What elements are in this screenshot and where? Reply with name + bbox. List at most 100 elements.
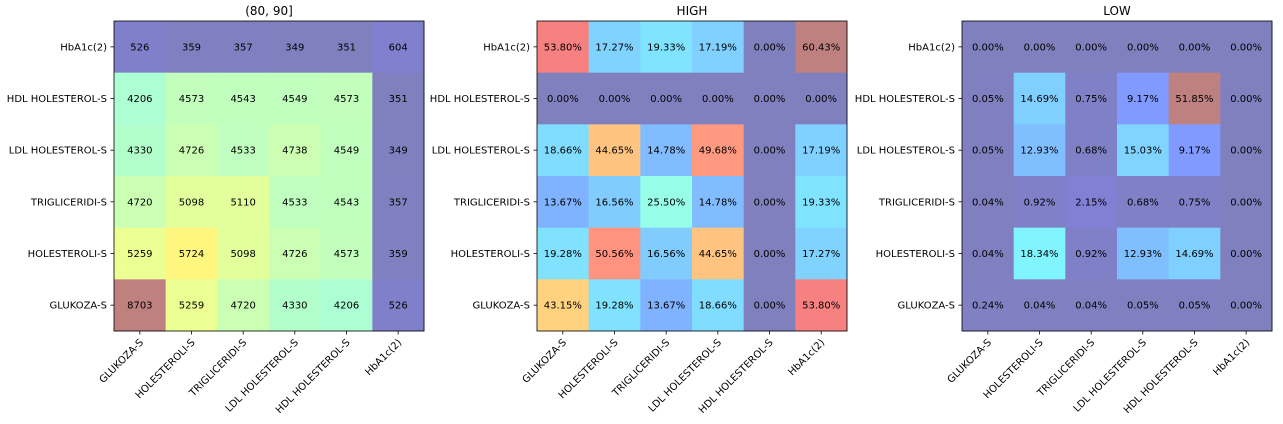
- heatmap-cell: [1065, 227, 1118, 280]
- heatmap-cell: [1168, 227, 1221, 280]
- y-tick-label: HDL HOLESTEROL-S: [855, 94, 955, 105]
- heatmap-panel-80-90: (80, 90] 526 359 357 349 351 604 4206 4573 4543 45…: [7, 4, 425, 416]
- heatmap-cell: [165, 279, 218, 332]
- cell-value-label: 0.05%: [1127, 301, 1159, 312]
- heatmap-cell: [537, 21, 590, 74]
- heatmap-cell: [588, 176, 641, 229]
- cell-value-label: 2.15%: [1075, 197, 1107, 208]
- cell-value-label: 0.00%: [754, 301, 786, 312]
- cell-value-label: 5098: [179, 197, 204, 208]
- cell-value-label: 5259: [127, 249, 152, 260]
- heatmap-cell: [1065, 21, 1118, 74]
- heatmap-cell: [1220, 176, 1273, 229]
- cell-value-label: 14.78%: [699, 197, 737, 208]
- heatmap-cell: [640, 279, 693, 332]
- cell-value-label: 13.67%: [544, 197, 582, 208]
- heatmap-cell: [1065, 279, 1118, 332]
- cell-value-label: 5110: [230, 197, 255, 208]
- cell-value-label: 17.27%: [802, 249, 840, 260]
- cell-value-label: 5724: [179, 249, 204, 260]
- heatmap-cell: [114, 279, 167, 332]
- cell-value-label: 357: [234, 42, 253, 53]
- heatmap-cell: [320, 227, 373, 280]
- heatmap-cell: [692, 124, 745, 177]
- cell-value-label: 0.00%: [650, 94, 682, 105]
- heatmap-cell: [962, 124, 1015, 177]
- heatmap-cell: [217, 124, 270, 177]
- x-tick-label: GLUKOZA-S: [946, 337, 994, 385]
- heatmap-cell: [1117, 176, 1170, 229]
- cell-value-label: 17.19%: [802, 146, 840, 157]
- y-tick-label: TRIGLICERIDI-S: [30, 197, 107, 208]
- cell-value-label: 4543: [334, 197, 359, 208]
- heatmap-cell: [1220, 279, 1273, 332]
- cell-value-label: 4726: [179, 146, 204, 157]
- cell-value-label: 349: [389, 146, 408, 157]
- heatmap-cell: [1117, 21, 1170, 74]
- cell-value-label: 0.75%: [1179, 197, 1211, 208]
- y-tick-label: LDL HOLESTEROL-S: [857, 146, 955, 157]
- heatmap-cell: [165, 227, 218, 280]
- heatmap-cell: [372, 227, 425, 280]
- heatmap-cell: [743, 279, 796, 332]
- cell-value-label: 526: [130, 42, 149, 53]
- heatmap-cell: [692, 227, 745, 280]
- heatmap-cell: [588, 72, 641, 125]
- heatmap-panel-high: HIGH 53.80% 17.27% 19.33% 17.19% 0.00% 60.43% 0…: [430, 4, 848, 416]
- cell-value-label: 0.00%: [1230, 42, 1262, 53]
- cell-value-label: 4330: [282, 301, 307, 312]
- cell-value-label: 0.04%: [1024, 301, 1056, 312]
- heatmap-cell: [743, 21, 796, 74]
- cell-value-label: 604: [389, 42, 408, 53]
- cell-value-label: 53.80%: [802, 301, 840, 312]
- heatmap-cell: [372, 279, 425, 332]
- cell-value-label: 349: [285, 42, 304, 53]
- panel-title: HIGH: [677, 4, 708, 18]
- heatmap-cell: [114, 227, 167, 280]
- heatmap-cell: [114, 21, 167, 74]
- cell-value-label: 8703: [127, 301, 152, 312]
- cell-value-label: 19.33%: [647, 42, 685, 53]
- cell-value-label: 4573: [179, 94, 204, 105]
- cell-value-label: 4533: [282, 197, 307, 208]
- cell-value-label: 0.04%: [972, 197, 1004, 208]
- cell-value-label: 50.56%: [595, 249, 633, 260]
- cell-value-label: 13.67%: [647, 301, 685, 312]
- y-tick-label: LDL HOLESTEROL-S: [432, 146, 530, 157]
- cell-value-label: 0.75%: [1075, 94, 1107, 105]
- cell-value-label: 14.69%: [1020, 94, 1058, 105]
- x-tick-label: HbA1c(2): [786, 337, 827, 378]
- y-tick-label: HOLESTEROLI-S: [451, 249, 530, 260]
- heatmap-cell: [743, 124, 796, 177]
- cell-value-label: 19.28%: [544, 249, 582, 260]
- y-tick-label: HbA1c(2): [60, 42, 107, 53]
- cell-value-label: 0.00%: [1230, 197, 1262, 208]
- cell-value-label: 0.00%: [547, 94, 579, 105]
- y-tick-label: HbA1c(2): [483, 42, 530, 53]
- heatmap-cell: [217, 279, 270, 332]
- cell-value-label: 44.65%: [699, 249, 737, 260]
- heatmap-cell: [537, 72, 590, 125]
- heatmap-cell: [217, 21, 270, 74]
- cell-value-label: 0.92%: [1024, 197, 1056, 208]
- heatmap-cell: [743, 176, 796, 229]
- heatmap-cell: [795, 176, 848, 229]
- heatmap-cell: [1168, 21, 1221, 74]
- y-tick-label: HOLESTEROLI-S: [876, 249, 955, 260]
- cell-value-label: 359: [182, 42, 201, 53]
- heatmap-cell: [962, 227, 1015, 280]
- cell-value-label: 12.93%: [1020, 146, 1058, 157]
- heatmap-cell: [372, 72, 425, 125]
- cell-value-label: 4330: [127, 146, 152, 157]
- heatmap-cell: [640, 72, 693, 125]
- heatmap-cell: [1220, 72, 1273, 125]
- heatmap-cell: [1117, 72, 1170, 125]
- heatmap-cell: [692, 176, 745, 229]
- heatmap-cell: [1220, 124, 1273, 177]
- cell-value-label: 18.66%: [699, 301, 737, 312]
- cell-value-label: 4549: [334, 146, 359, 157]
- heatmap-cell: [588, 124, 641, 177]
- heatmap-cell: [269, 124, 322, 177]
- heatmap-cell: [1117, 279, 1170, 332]
- heatmap-cell: [692, 21, 745, 74]
